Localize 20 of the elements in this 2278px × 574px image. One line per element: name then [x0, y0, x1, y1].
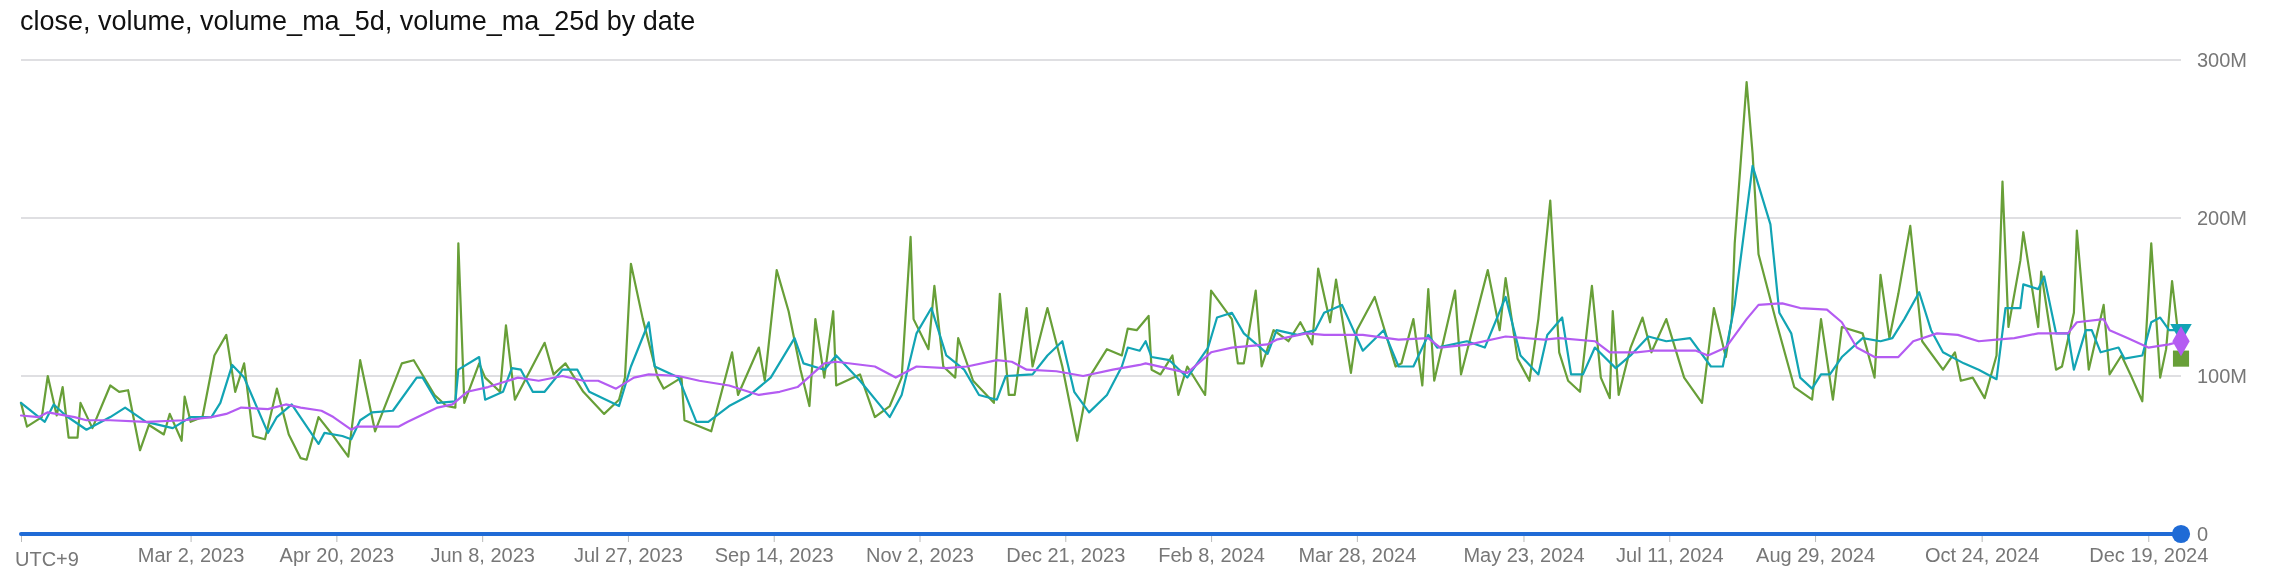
x-tick-label: Nov 2, 2023	[866, 544, 974, 567]
x-tick-label: Oct 24, 2024	[1924, 544, 2040, 567]
x-tick-label: Dec 19, 2024	[2089, 544, 2209, 567]
x-tick-label: Jun 8, 2023	[430, 544, 535, 567]
y-tick-label: 300M	[2197, 48, 2248, 71]
x-tick-label: Dec 21, 2023	[1006, 544, 1126, 567]
x-tick-label: Jul 27, 2023	[573, 544, 683, 567]
x-tick-label: Aug 29, 2024	[1756, 544, 1876, 567]
y-tick-label: 200M	[2197, 206, 2248, 229]
x-tick-label: May 23, 2024	[1463, 544, 1585, 567]
x-tick-label: Feb 8, 2024	[1158, 544, 1265, 567]
chart-title: close, volume, volume_ma_5d, volume_ma_25d by date	[20, 6, 696, 36]
y-tick-label: 0	[2197, 522, 2209, 545]
x-tick-label: Apr 20, 2023	[279, 544, 395, 567]
text: UTC+9	[15, 548, 79, 570]
y-tick-label: 100M	[2197, 364, 2248, 387]
x-tick-label: Mar 28, 2024	[1298, 544, 1417, 567]
x-tick-label: Sep 14, 2023	[714, 544, 834, 567]
x-tick-label: Mar 2, 2023	[137, 544, 245, 567]
x-tick-label: Jul 11, 2024	[1616, 544, 1724, 567]
